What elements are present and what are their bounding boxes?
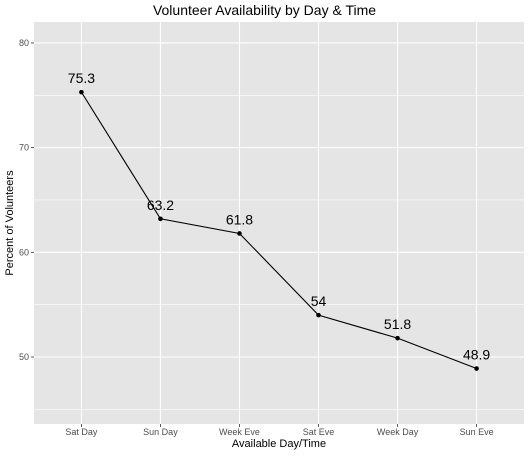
x-tick-label: Sat Eve: [303, 427, 335, 437]
y-tick-label: 50: [19, 352, 29, 362]
data-label: 63.2: [147, 197, 174, 213]
data-point: [474, 366, 479, 371]
data-labels: 75.3 63.2 61.8 54 51.8 48.9: [68, 70, 491, 362]
axis-ticks: [31, 42, 477, 427]
y-tick-labels: 50 60 70 80: [19, 38, 29, 362]
series-line: [80, 91, 477, 370]
x-axis-title: Available Day/Time: [232, 438, 326, 450]
data-label: 75.3: [68, 70, 95, 86]
x-tick-label: Week Day: [377, 427, 419, 437]
data-points: [79, 89, 479, 371]
data-label: 54: [311, 293, 327, 309]
minor-gridlines: [34, 94, 524, 410]
x-tick-label: Week Eve: [219, 427, 260, 437]
data-point: [79, 89, 84, 95]
y-axis-title: Percent of Volunteers: [4, 170, 16, 276]
chart-title: Volunteer Availability by Day & Time: [152, 2, 377, 18]
data-label: 48.9: [463, 347, 490, 363]
series-line-group: [80, 91, 477, 370]
y-tick-label: 70: [19, 143, 29, 153]
data-point: [158, 216, 163, 222]
data-label: 61.8: [226, 211, 253, 227]
data-point: [237, 231, 242, 236]
y-tick-label: 80: [19, 38, 29, 48]
major-gridlines: [34, 22, 524, 424]
x-tick-labels: Sat Day Sun Day Week Eve Sat Eve Week Day Sun…: [65, 427, 493, 437]
x-tick-label: Sun Day: [143, 427, 178, 437]
x-tick-label: Sat Day: [65, 427, 98, 437]
data-label: 51.8: [384, 316, 411, 332]
data-point: [395, 335, 400, 341]
y-tick-label: 60: [19, 247, 29, 257]
data-point: [316, 312, 321, 318]
x-tick-label: Sun Eve: [460, 427, 494, 437]
plot-panel: [34, 22, 524, 424]
